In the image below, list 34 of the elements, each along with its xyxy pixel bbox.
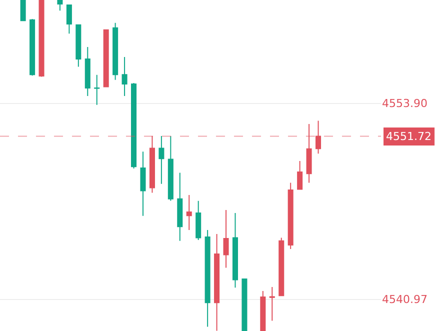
candlestick xyxy=(140,151,146,216)
candlestick xyxy=(278,237,284,296)
candlestick xyxy=(112,22,118,80)
candlestick xyxy=(196,200,202,241)
candlestick xyxy=(84,46,90,96)
candlestick xyxy=(186,194,192,231)
candlestick xyxy=(269,286,275,322)
candlestick xyxy=(288,182,294,250)
candlestick xyxy=(223,210,229,268)
candlestick xyxy=(94,74,100,106)
candlestick xyxy=(242,278,248,331)
candlestick xyxy=(57,0,63,12)
candlestick xyxy=(20,0,26,22)
candlestick xyxy=(204,230,210,328)
candlestick xyxy=(122,56,128,96)
candlestick xyxy=(177,172,183,242)
candlestick xyxy=(149,136,155,194)
candlestick xyxy=(103,29,109,88)
candlestick xyxy=(214,233,220,331)
candlestick xyxy=(76,24,82,68)
ref-line-label: 4551.72 xyxy=(386,130,432,143)
y-tick-label: 4540.97 xyxy=(382,293,428,306)
candlestick xyxy=(30,18,36,76)
candlestick xyxy=(297,160,303,190)
candlestick xyxy=(260,290,266,331)
y-tick-label: 4553.90 xyxy=(382,97,428,110)
candlestick xyxy=(306,124,312,184)
candlestick xyxy=(168,136,174,202)
candlestick xyxy=(131,82,137,169)
candlestick xyxy=(316,120,322,154)
candlestick xyxy=(232,212,238,288)
candlestick xyxy=(158,136,164,184)
candlestick xyxy=(38,0,44,78)
candlestick xyxy=(66,4,72,34)
